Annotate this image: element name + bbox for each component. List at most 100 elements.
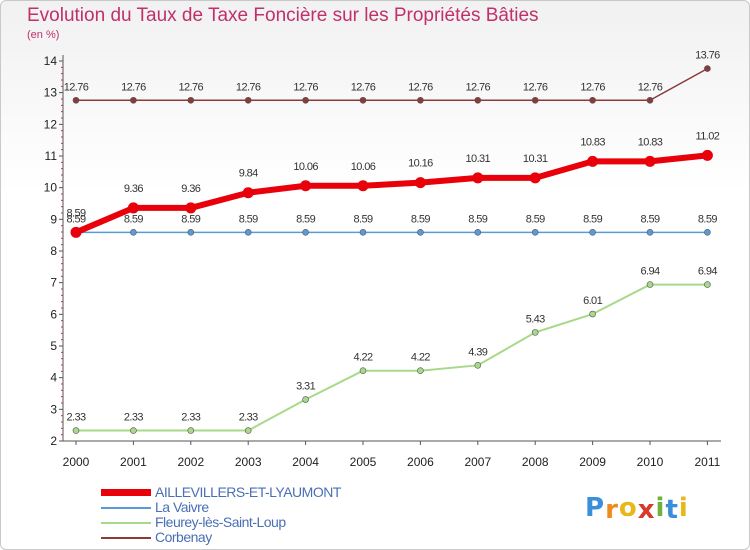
legend-label: AILLEVILLERS-ET-LYAUMONT [155, 484, 341, 500]
x-tick-label: 2006 [407, 455, 434, 469]
legend-item: AILLEVILLERS-ET-LYAUMONT [101, 484, 401, 500]
data-label: 3.31 [296, 381, 315, 393]
data-point [646, 229, 654, 236]
data-point [417, 367, 424, 375]
data-point [185, 202, 197, 214]
data-label: 12.76 [408, 81, 433, 93]
legend-swatch [101, 489, 151, 496]
series-line-2 [76, 283, 708, 432]
data-point [302, 96, 309, 104]
data-point [531, 229, 539, 236]
y-tick-label: 13 [44, 86, 58, 100]
data-label: 10.31 [466, 153, 491, 165]
data-label: 12.76 [580, 81, 605, 93]
axes: 2 3 4 5 6 7 8 9 10 11 12 13 14 2000 2001 2002 2003 2004 20… [44, 54, 721, 469]
data-point [414, 177, 426, 189]
data-label: 8.59 [239, 213, 258, 225]
data-point [302, 396, 309, 403]
data-label: 8.59 [66, 213, 85, 225]
x-tick-label: 2011 [694, 455, 720, 469]
data-label: 12.76 [638, 81, 663, 93]
data-label: 8.59 [411, 213, 430, 225]
data-point [72, 96, 80, 104]
data-label: 2.33 [181, 412, 200, 424]
data-label: 11.02 [696, 130, 720, 142]
data-point [417, 229, 424, 236]
data-label: 12.76 [523, 81, 548, 93]
data-label: 8.59 [353, 213, 372, 225]
data-label: 12.76 [64, 81, 89, 93]
data-label: 5.43 [526, 313, 545, 325]
data-label: 12.76 [293, 81, 318, 93]
data-label: 10.06 [351, 161, 376, 173]
y-tick-label: 5 [50, 339, 57, 353]
data-label: 2.33 [124, 412, 143, 424]
logo-letter: P [585, 493, 606, 523]
data-label: 12.76 [236, 81, 261, 93]
x-tick-label: 2001 [120, 455, 147, 469]
data-point [300, 180, 312, 192]
y-tick-label: 3 [50, 402, 57, 416]
data-label: 10.83 [638, 136, 663, 148]
series-group [70, 65, 713, 434]
data-label: 8.59 [583, 213, 602, 225]
data-label: 10.06 [293, 161, 318, 173]
data-point [589, 310, 596, 318]
data-label: 8.59 [181, 213, 200, 225]
y-tick-label: 14 [44, 54, 58, 68]
proxiti-logo: Proxiti [585, 493, 689, 525]
data-point [704, 281, 711, 288]
y-tick-label: 6 [50, 307, 57, 321]
legend-label: Corbenay [155, 529, 212, 545]
y-tick-label: 9 [50, 212, 57, 226]
data-point [187, 96, 195, 104]
data-point [529, 172, 541, 184]
data-label: 6.94 [698, 266, 717, 278]
data-label: 4.22 [411, 352, 430, 364]
data-point [646, 281, 654, 288]
x-tick-label: 2002 [177, 455, 204, 469]
x-tick-label: 2010 [637, 455, 664, 469]
legend-item: La Vaivre [101, 499, 401, 515]
data-point [359, 96, 367, 104]
data-label: 9.84 [239, 168, 258, 180]
data-label: 6.01 [583, 295, 602, 307]
data-point [589, 229, 596, 236]
data-point [187, 229, 195, 236]
data-point [244, 96, 252, 104]
data-point [587, 155, 599, 167]
data-point [187, 427, 195, 434]
logo-letter: i [655, 493, 666, 523]
data-label: 6.94 [640, 266, 659, 278]
data-label: 8.59 [296, 213, 315, 225]
y-tick-label: 12 [44, 117, 58, 131]
logo-letter: x [637, 495, 656, 525]
legend-swatch [101, 522, 151, 524]
y-tick-label: 2 [50, 434, 57, 448]
data-point [474, 229, 482, 236]
data-label: 9.36 [181, 183, 200, 195]
data-point [359, 367, 367, 375]
data-label: 12.76 [121, 81, 146, 93]
data-point [472, 172, 484, 184]
legend-item: Fleurey-lès-Saint-Loup [101, 514, 401, 530]
data-point [242, 187, 254, 199]
y-tick-label: 4 [50, 371, 57, 385]
x-tick-label: 2008 [522, 455, 549, 469]
legend-label: Fleurey-lès-Saint-Loup [155, 514, 286, 530]
data-point [417, 96, 424, 104]
series-line-3 [76, 67, 708, 102]
data-point [474, 96, 482, 104]
data-point [244, 229, 252, 236]
chart-subtitle: (en %) [27, 29, 60, 41]
x-tick-label: 2005 [350, 455, 377, 469]
logo-letter: r [605, 495, 619, 525]
x-tick-label: 2007 [464, 455, 491, 469]
legend: AILLEVILLERS-ET-LYAUMONT La Vaivre Fleurey… [101, 484, 401, 545]
y-tick-label: 8 [50, 244, 57, 258]
data-label: 10.31 [523, 153, 548, 165]
data-label: 8.59 [640, 213, 659, 225]
data-label: 8.59 [124, 213, 143, 225]
